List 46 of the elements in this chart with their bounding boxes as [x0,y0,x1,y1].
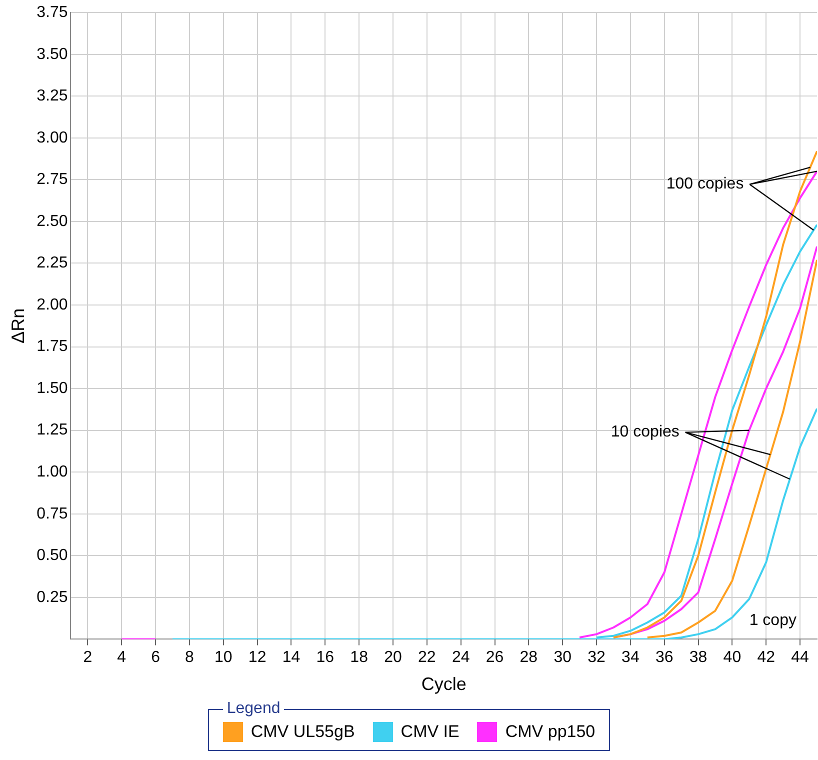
y-tick-label: 3.50 [36,46,68,63]
x-tick-label: 14 [282,649,300,666]
y-tick-label: 2.75 [36,171,68,188]
y-tick-label: 1.25 [36,422,68,439]
y-tick-label: 2.25 [36,254,68,272]
y-tick-label: 0.50 [36,547,68,564]
x-tick-label: 26 [486,649,504,666]
y-tick-label: 2.00 [36,296,68,314]
y-tick-label: 3.25 [36,88,68,105]
x-tick-label: 16 [316,649,334,666]
x-tick-label: 24 [452,649,470,666]
x-tick-label: 42 [757,649,776,666]
x-tick-label: 44 [791,649,810,666]
x-tick-label: 10 [214,649,232,666]
legend-title: Legend [226,700,282,718]
x-tick-label: 20 [384,649,402,666]
x-tick-label: 30 [554,649,572,666]
x-tick-label: 12 [248,649,266,666]
annotation: 10 copies [610,424,680,441]
y-tick-label: 2.50 [36,212,68,230]
y-tick-label: 3.75 [36,4,68,22]
legend-label: CMV IE [400,722,460,742]
x-tick-label: 4 [117,649,126,666]
y-tick-label: 1.75 [36,338,68,356]
x-tick-label: 22 [418,649,436,666]
x-tick-label: 38 [689,649,708,666]
x-axis-title: Cycle [421,674,466,694]
x-tick-label: 8 [185,649,194,666]
annotation: 100 copies [666,176,744,193]
x-tick-label: 34 [622,649,640,666]
legend-label: CMV pp150 [505,722,596,742]
x-tick-label: 32 [588,649,606,666]
y-tick-label: 1.50 [36,380,68,397]
x-tick-label: 28 [520,649,538,666]
y-axis-title: ΔRn [8,308,28,344]
x-tick-label: 40 [723,649,742,666]
legend-label: CMV UL55gB [250,722,355,742]
x-tick-label: 18 [350,649,368,666]
y-tick-label: 3.00 [36,129,68,146]
y-tick-label: 0.75 [36,505,68,522]
y-tick-label: 0.25 [36,588,68,606]
y-tick-label: 1.00 [36,464,68,481]
x-tick-label: 36 [655,649,674,666]
annotation: 1 copy [749,612,796,630]
x-tick-label: 2 [83,649,92,666]
x-tick-label: 6 [151,649,160,666]
